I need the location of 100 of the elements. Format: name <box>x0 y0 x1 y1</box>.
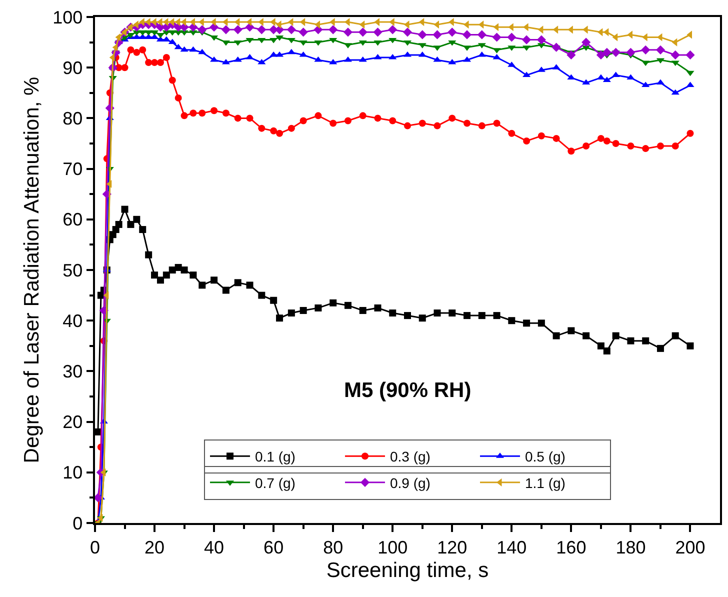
point <box>276 130 284 137</box>
point <box>198 48 206 54</box>
point <box>103 291 109 300</box>
point <box>538 132 545 140</box>
point <box>603 347 610 354</box>
point <box>189 46 198 52</box>
point <box>210 276 218 284</box>
point <box>168 18 174 26</box>
point <box>448 114 456 122</box>
point <box>612 140 620 147</box>
point <box>133 48 140 56</box>
point <box>656 45 666 54</box>
point <box>642 145 650 152</box>
point <box>174 264 182 271</box>
point <box>448 310 456 317</box>
point <box>656 344 664 352</box>
x-tick-label: 0 <box>90 537 100 558</box>
text: M5 (90% RH) <box>344 379 472 402</box>
point <box>642 60 650 66</box>
y-tick-label: 0 <box>72 513 83 534</box>
x-tick-label: 60 <box>264 537 284 558</box>
point <box>627 337 634 344</box>
point <box>612 332 620 340</box>
point <box>190 272 197 279</box>
point <box>402 28 412 37</box>
point <box>115 220 122 228</box>
point <box>246 282 254 289</box>
point <box>180 46 188 52</box>
point <box>582 142 590 150</box>
point <box>523 137 530 144</box>
point <box>418 30 427 40</box>
point <box>603 28 609 36</box>
point <box>314 304 322 312</box>
legend-label: 0.9 (g) <box>390 474 430 491</box>
point <box>597 134 604 142</box>
point <box>234 18 240 26</box>
point <box>115 33 121 42</box>
point <box>330 299 337 306</box>
x-tick-label: 20 <box>144 537 165 558</box>
point <box>672 38 678 46</box>
point <box>374 114 382 122</box>
point <box>627 142 634 150</box>
legend-label: 0.7 (g) <box>255 474 296 491</box>
point <box>127 220 134 228</box>
point <box>672 332 679 340</box>
point <box>552 332 560 340</box>
point <box>221 25 230 34</box>
point <box>190 110 197 117</box>
point <box>246 114 254 122</box>
point <box>552 26 558 34</box>
point <box>198 25 207 34</box>
point <box>568 148 575 155</box>
point <box>552 42 561 52</box>
point <box>434 310 441 317</box>
point <box>389 310 396 317</box>
point <box>686 50 695 60</box>
point <box>222 18 228 26</box>
point <box>276 314 284 322</box>
point <box>144 30 153 36</box>
point <box>359 112 366 120</box>
point <box>222 110 230 117</box>
point <box>299 51 308 57</box>
point <box>139 46 146 54</box>
y-tick-label: 90 <box>62 58 83 78</box>
point <box>246 54 254 60</box>
point <box>464 120 471 127</box>
point <box>656 142 664 150</box>
point <box>257 25 266 34</box>
point <box>582 332 590 340</box>
point <box>328 25 338 34</box>
point <box>388 54 397 60</box>
point <box>344 18 350 26</box>
point <box>493 312 500 320</box>
point <box>686 130 694 137</box>
point <box>133 216 140 223</box>
point <box>464 312 471 320</box>
point <box>95 493 103 502</box>
point <box>343 28 353 37</box>
point <box>300 117 307 124</box>
point <box>642 82 650 88</box>
point <box>374 54 382 60</box>
point <box>672 142 679 150</box>
point <box>344 302 352 309</box>
point <box>538 320 545 327</box>
point <box>210 107 218 114</box>
point <box>234 114 242 122</box>
y-tick-label: 60 <box>62 210 83 230</box>
point <box>127 46 134 54</box>
point <box>270 296 278 304</box>
x-tick-label: 40 <box>204 537 224 558</box>
point <box>287 48 296 54</box>
point <box>162 18 168 26</box>
point <box>404 312 411 320</box>
point <box>100 468 106 476</box>
point <box>602 48 612 57</box>
point <box>168 266 176 274</box>
point <box>288 18 294 26</box>
point <box>121 28 127 36</box>
point <box>523 320 530 327</box>
point <box>139 226 146 234</box>
